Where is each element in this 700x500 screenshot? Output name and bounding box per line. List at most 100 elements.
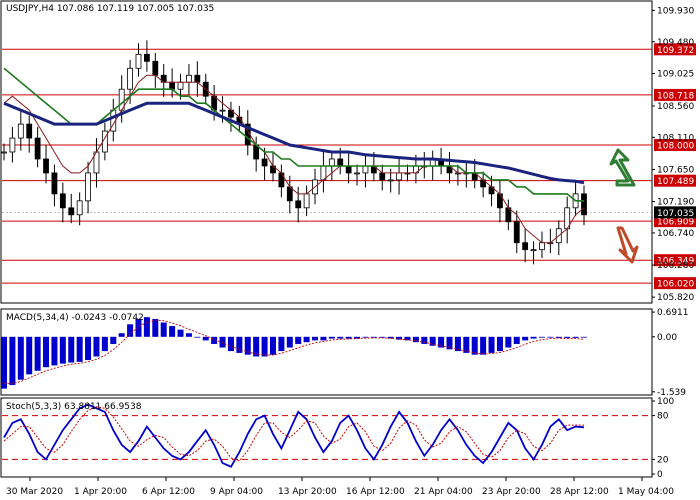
macd-bar bbox=[101, 336, 108, 352]
up-arrow-icon bbox=[609, 148, 636, 187]
macd-bar bbox=[244, 336, 251, 355]
macd-bar bbox=[236, 336, 243, 353]
level-tag bbox=[654, 43, 696, 56]
macd-bar bbox=[572, 336, 579, 338]
level-tag bbox=[654, 277, 696, 290]
x-tick-label: 13 Apr 20:00 bbox=[278, 487, 337, 497]
candle-body bbox=[186, 74, 192, 83]
macd-bar bbox=[34, 336, 41, 371]
candle-body bbox=[68, 207, 75, 216]
macd-bar bbox=[513, 336, 520, 344]
candle-body bbox=[26, 123, 33, 139]
moving-average-line bbox=[3, 74, 585, 244]
candle-body bbox=[169, 81, 176, 90]
macd-y-tick-label: 0.6911 bbox=[657, 308, 689, 318]
macd-bar bbox=[555, 336, 562, 338]
candle-body bbox=[219, 109, 226, 112]
level-tag-label: 106.909 bbox=[657, 218, 694, 228]
moving-average-line bbox=[3, 101, 585, 185]
macd-bar bbox=[538, 336, 545, 338]
moving-average-line bbox=[3, 67, 584, 202]
x-tick-label: 9 Apr 04:00 bbox=[210, 487, 263, 497]
stoch-y-tick-label: 100 bbox=[657, 397, 674, 407]
macd-y-tick-label: -1.539 bbox=[657, 388, 686, 398]
macd-bar bbox=[345, 336, 352, 339]
x-tick-label: 1 Apr 20:00 bbox=[74, 487, 127, 497]
macd-bar bbox=[354, 336, 361, 339]
macd-bar bbox=[370, 336, 377, 338]
macd-bar bbox=[219, 336, 226, 348]
macd-bar bbox=[85, 336, 92, 361]
level-tag-label: 107.489 bbox=[657, 177, 694, 187]
macd-bar bbox=[1, 336, 7, 389]
candle-body bbox=[143, 53, 150, 62]
y-tick-label: 109.930 bbox=[657, 6, 694, 16]
macd-bar bbox=[471, 336, 478, 355]
macd-bar bbox=[278, 336, 285, 352]
level-tag bbox=[654, 88, 696, 101]
level-tag bbox=[654, 139, 696, 152]
candle-body bbox=[59, 193, 66, 209]
macd-bar bbox=[446, 336, 453, 350]
macd-bar bbox=[269, 336, 276, 355]
candle-body bbox=[85, 172, 91, 202]
candle-body bbox=[379, 172, 386, 181]
x-tick-label: 6 Apr 12:00 bbox=[142, 487, 195, 497]
candle-body bbox=[362, 165, 369, 174]
level-tag bbox=[654, 254, 696, 267]
x-tick-label: 28 Apr 12:00 bbox=[550, 487, 609, 497]
candle-body bbox=[387, 179, 394, 182]
macd-bar bbox=[320, 336, 327, 341]
y-tick-label: 106.280 bbox=[657, 261, 694, 271]
macd-bar bbox=[118, 333, 125, 337]
candle-body bbox=[303, 193, 310, 209]
y-tick-label: 109.025 bbox=[657, 70, 694, 80]
macd-bar bbox=[194, 336, 201, 338]
stoch-line bbox=[3, 406, 584, 462]
macd-bar bbox=[421, 336, 428, 344]
level-tag bbox=[654, 174, 696, 187]
candle-body bbox=[51, 172, 58, 195]
macd-bar bbox=[143, 317, 150, 337]
macd-bar bbox=[76, 336, 83, 362]
y-tick-label: 106.740 bbox=[657, 229, 694, 239]
macd-bar bbox=[379, 336, 386, 338]
candle-body bbox=[76, 200, 83, 216]
stoch-layer bbox=[2, 403, 652, 468]
level-tag-label: 108.000 bbox=[657, 142, 694, 152]
macd-bar bbox=[211, 336, 218, 344]
macd-bar bbox=[9, 336, 16, 386]
macd-bar bbox=[396, 336, 403, 340]
x-tick-label: 30 Mar 2020 bbox=[6, 487, 63, 497]
x-tick-label: 16 Apr 12:00 bbox=[346, 487, 405, 497]
stoch-y-tick-label: 20 bbox=[657, 455, 669, 465]
macd-bar bbox=[438, 336, 445, 348]
y-tick-label: 105.820 bbox=[657, 293, 694, 303]
y-tick-label: 109.480 bbox=[657, 38, 694, 48]
macd-bar bbox=[68, 336, 75, 363]
candle-body bbox=[9, 137, 16, 153]
y-tick-label: 107.190 bbox=[657, 198, 694, 208]
stoch-panel-frame bbox=[0, 397, 653, 478]
macd-bar bbox=[454, 336, 461, 352]
macd-bar bbox=[202, 336, 209, 341]
candle-body bbox=[34, 137, 41, 160]
macd-bar bbox=[362, 336, 369, 338]
stoch-title: Stoch(5,3,3) 63.8811 66.9538 bbox=[6, 402, 142, 412]
stoch-y-tick-label: 80 bbox=[657, 412, 669, 422]
candle-body bbox=[152, 60, 159, 76]
macd-bar bbox=[463, 336, 470, 353]
candle-body bbox=[1, 151, 7, 154]
level-tag-label: 106.349 bbox=[657, 257, 694, 267]
macd-bar bbox=[505, 336, 512, 348]
macd-bar bbox=[59, 336, 66, 364]
down-arrow-icon bbox=[616, 226, 639, 264]
macd-bar bbox=[303, 336, 310, 343]
macd-bar bbox=[530, 336, 537, 339]
price-chart-title: USDJPY,H4 107.086 107.119 107.005 107.03… bbox=[6, 4, 214, 14]
candle-body bbox=[17, 123, 24, 139]
candle-body bbox=[522, 242, 529, 251]
candle-body bbox=[295, 200, 302, 209]
macd-layer bbox=[1, 317, 587, 389]
